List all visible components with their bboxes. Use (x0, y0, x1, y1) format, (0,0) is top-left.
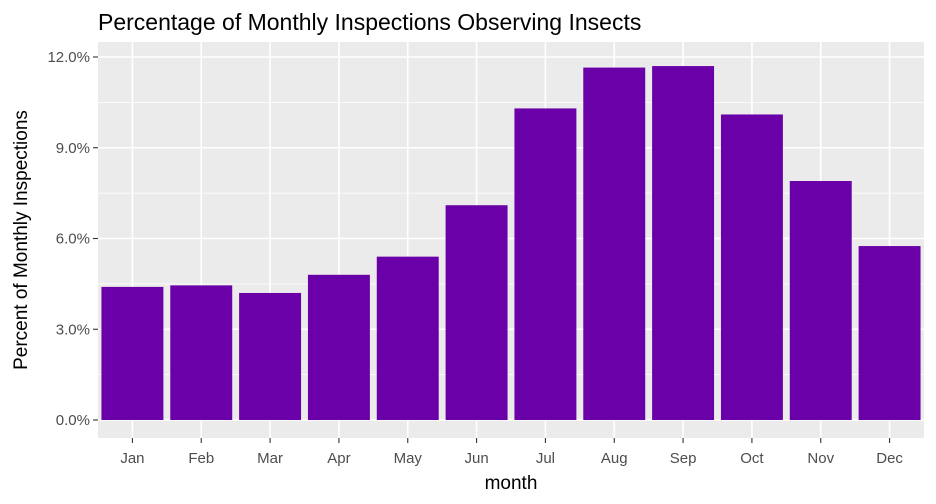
bar-jun (445, 205, 508, 420)
minor-gridlines (98, 101, 924, 376)
x-tick-label: Jan (120, 450, 144, 467)
x-tick-label: Mar (257, 450, 283, 467)
x-axis: Jan Feb Mar Apr May Jun Jul Aug Sep Oct Nov Dec (120, 438, 903, 467)
chart-title: Percentage of Monthly Inspections Observ… (98, 9, 641, 35)
x-tick-label: Feb (188, 450, 214, 467)
x-axis-title: month (485, 473, 538, 494)
x-tick-label: Nov (807, 450, 834, 467)
x-tick-label: Apr (327, 450, 350, 467)
bar-jul (514, 108, 577, 421)
x-tick-label: May (394, 450, 423, 467)
bar-jan (101, 286, 164, 420)
y-tick-label: 6.0% (56, 231, 90, 248)
x-tick-label: Sep (670, 450, 697, 467)
x-tick-label: Aug (601, 450, 628, 467)
bar-sep (652, 66, 715, 420)
bar-dec (858, 246, 921, 420)
y-tick-label: 0.0% (56, 412, 90, 429)
bar-feb (170, 285, 233, 420)
bar-aug (583, 67, 646, 421)
x-tick-label: Oct (740, 450, 764, 467)
y-tick-label: 3.0% (56, 321, 90, 338)
y-tick-label: 12.0% (47, 49, 90, 66)
bar-nov (789, 181, 852, 420)
plot-panel (98, 42, 924, 438)
bar-oct (720, 114, 783, 420)
bar-apr (307, 274, 370, 420)
bar-mar (239, 292, 302, 420)
bars (101, 66, 921, 421)
x-tick-label: Dec (876, 450, 903, 467)
x-tick-label: Jul (536, 450, 555, 467)
y-axis-title: Percent of Monthly Inspections (11, 110, 32, 370)
y-tick-label: 9.0% (56, 140, 90, 157)
y-axis: 0.0% 3.0% 6.0% 9.0% 12.0% (47, 49, 98, 429)
bar-may (376, 256, 439, 420)
x-tick-label: Jun (464, 450, 488, 467)
